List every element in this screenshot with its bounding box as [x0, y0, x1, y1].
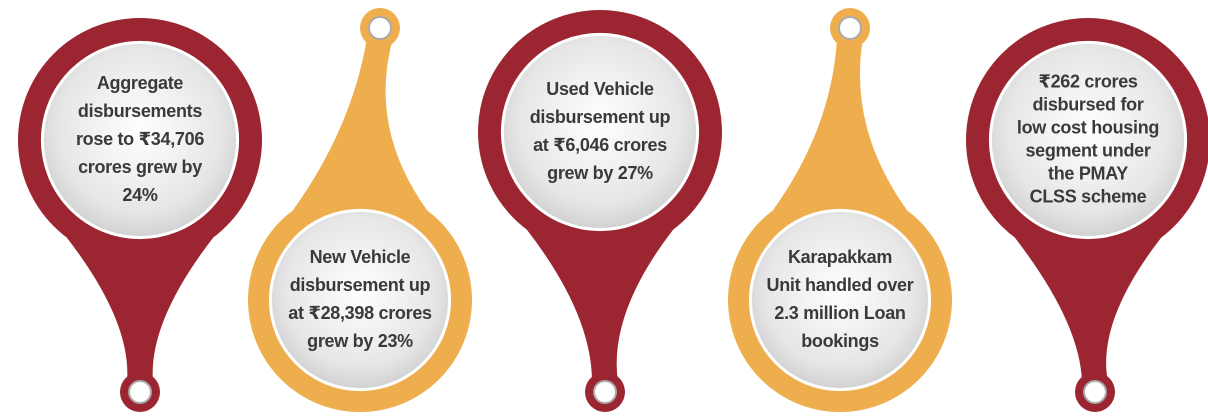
pin-hole [129, 381, 151, 403]
pin-hole [839, 17, 861, 39]
pin-text: grew by 23% [307, 331, 413, 351]
pin-text: segment under [1025, 140, 1150, 160]
pin-text: grew by 27% [547, 163, 653, 183]
infographic: Aggregate disbursements rose to ₹34,706 cro… [0, 0, 1208, 416]
pin-hole [594, 381, 616, 403]
pin-text: at ₹28,398 crores [288, 303, 432, 323]
pin-text: low cost housing [1017, 117, 1159, 137]
pin-text: rose to ₹34,706 [76, 129, 204, 149]
pin: ₹262 crores disbursed for low cost housing… [966, 18, 1208, 412]
pin: Used Vehicle disbursement up at ₹6,046 cro… [478, 10, 722, 412]
pin: Aggregate disbursements rose to ₹34,706 cro… [18, 18, 262, 412]
pin: New Vehicle disbursement up at ₹28,398 cro… [248, 8, 472, 412]
pin-text: CLSS scheme [1030, 186, 1147, 206]
pin-hole [1084, 381, 1106, 403]
pin-text: Karapakkam [788, 247, 892, 267]
pin-text: Unit handled over [767, 275, 914, 295]
pin-tail [773, 38, 907, 210]
pin-text: Aggregate [97, 73, 184, 93]
pin-disc [502, 34, 697, 229]
pin-text: bookings [801, 331, 879, 351]
pin-text: New Vehicle [310, 247, 411, 267]
pin-disc [750, 210, 929, 389]
pin-text: disbursed for [1032, 94, 1143, 114]
pin-text: at ₹6,046 crores [533, 135, 667, 155]
pin: Karapakkam Unit handled over 2.3 million L… [728, 8, 952, 412]
pin-text: disbursement up [530, 107, 671, 127]
pin-text: disbursement up [290, 275, 431, 295]
pin-text: Used Vehicle [546, 79, 654, 99]
pin-tail [293, 38, 427, 210]
pin-disc [270, 210, 449, 389]
pin-text: 2.3 million Loan [774, 303, 905, 323]
pin-hole [369, 17, 391, 39]
pin-text: disbursements [78, 101, 202, 121]
pin-text: ₹262 crores [1038, 71, 1138, 91]
pin-text: the PMAY [1048, 163, 1128, 183]
pin-text: crores grew by [78, 157, 202, 177]
pin-text: 24% [122, 185, 157, 205]
